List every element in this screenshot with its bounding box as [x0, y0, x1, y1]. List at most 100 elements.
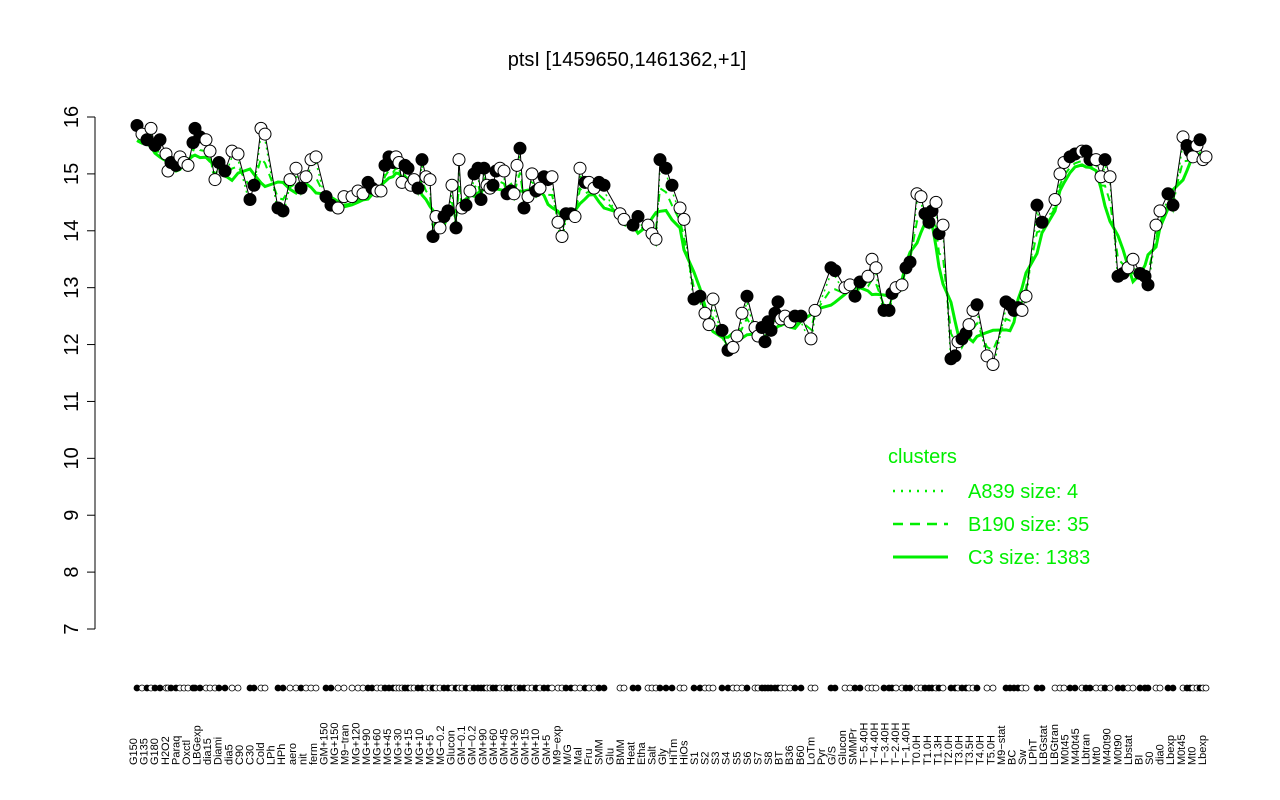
x-tick-label: Pyr [816, 748, 828, 765]
data-point [665, 178, 679, 192]
chart-title: ptsI [1459650,1461362,+1] [508, 49, 747, 71]
data-point [181, 158, 195, 172]
data-point [848, 289, 862, 303]
x-tick-label: G135 [139, 738, 151, 765]
data-point [1199, 150, 1213, 164]
x-tick-label: LBGexp [192, 725, 204, 765]
x-tick-label: BT [774, 751, 786, 765]
data-point [331, 201, 345, 215]
data-point [922, 215, 936, 229]
x-axis-marker [939, 684, 947, 692]
x-tick-label: S2 [700, 752, 712, 765]
data-point [218, 164, 232, 178]
x-tick-label: S1 [689, 752, 701, 765]
x-tick-label: GM+90 [477, 729, 489, 765]
data-point [231, 147, 245, 161]
x-tick-label: MG+60 [371, 729, 383, 765]
x-tick-label: S6 [742, 752, 754, 765]
x-axis-marker [892, 684, 900, 692]
x-axis-marker [286, 684, 294, 692]
x-tick-label: Glu [604, 748, 616, 765]
data-point [208, 173, 222, 187]
data-point [726, 340, 740, 354]
x-tick-label: S5 [731, 752, 743, 765]
data-point [568, 210, 582, 224]
data-point [764, 323, 778, 337]
x-tick-label: SMM [594, 739, 606, 765]
data-point [477, 161, 491, 175]
data-point [533, 181, 547, 195]
x-tick-label: GM−0.2 [467, 726, 479, 765]
x-tick-label: M0t90 [1112, 734, 1124, 765]
data-point [861, 269, 875, 283]
data-point [144, 121, 158, 135]
x-tick-label: Etha [636, 741, 648, 765]
x-axis-marker [1106, 684, 1114, 692]
y-tick-label: 10 [61, 447, 83, 469]
x-axis-marker [1038, 684, 1046, 692]
x-axis-marker [709, 684, 717, 692]
data-point [702, 318, 716, 332]
x-axis-marker [680, 684, 688, 692]
data-point [545, 170, 559, 184]
data-point [299, 170, 313, 184]
data-point [914, 190, 928, 204]
x-tick-label: Sw [1017, 750, 1029, 765]
x-axis-marker [1060, 684, 1068, 692]
x-tick-label: GM+60 [488, 729, 500, 765]
x-tick-label: GM+150 [319, 723, 331, 766]
x-tick-label: BI [1133, 755, 1145, 765]
data-point [525, 167, 539, 181]
legend: clusters A839 size: 4 B190 size: 35 C3 siz… [888, 446, 1090, 569]
x-axis-marker [327, 684, 335, 692]
x-tick-label: S3 [710, 752, 722, 765]
x-tick-label: HiTm [668, 739, 680, 765]
x-tick-label: M9−stat [996, 726, 1008, 765]
x-tick-label: Oxctl [181, 740, 193, 765]
x-tick-label: T4.0H [975, 735, 987, 765]
x-tick-label: T1.3H [932, 735, 944, 765]
x-tick-label: nit [297, 753, 309, 765]
y-tick-label: 11 [61, 391, 83, 412]
data-point [794, 309, 808, 323]
x-tick-label: T2.0H [943, 735, 955, 765]
x-tick-label: M9−tran [340, 724, 352, 765]
y-tick-label: 9 [61, 510, 83, 521]
y-tick-label: 12 [61, 333, 83, 355]
data-point [1141, 278, 1155, 292]
data-point [730, 329, 744, 343]
x-tick-label: Paraq [170, 736, 182, 765]
x-axis-marker [872, 684, 880, 692]
y-tick-label: 13 [61, 277, 83, 299]
x-tick-label: T1.0H [922, 735, 934, 765]
data-point [698, 306, 712, 320]
x-tick-label: M/G [562, 744, 574, 765]
x-axis-marker [312, 684, 320, 692]
data-point [677, 212, 691, 226]
y-tick-label: 7 [61, 623, 83, 634]
data-point [948, 349, 962, 363]
x-tick-label: T0.0H [911, 735, 923, 765]
x-tick-label: M40t90 [1102, 728, 1114, 765]
y-axis: 7 8 9 10 11 12 13 14 15 16 [61, 106, 96, 635]
data-point [555, 229, 569, 243]
x-tick-label: LoTm [805, 737, 817, 765]
x-tick-label: MG+45 [382, 729, 394, 765]
x-tick-label: Lbstat [1123, 735, 1135, 765]
data-point [631, 210, 645, 224]
data-point [1098, 153, 1112, 167]
data-point [445, 178, 459, 192]
x-axis-marker [340, 684, 348, 692]
x-tick-label: T3.0H [954, 735, 966, 765]
data-point [828, 264, 842, 278]
x-tick-label: LPhT [1028, 738, 1040, 765]
x-axis-marker [1022, 684, 1030, 692]
x-axis-marker [973, 684, 981, 692]
x-tick-label: H2O2 [160, 736, 172, 765]
x-tick-label: MG+150 [329, 723, 341, 766]
series-line-gene [136, 125, 1207, 366]
data-point [426, 229, 440, 243]
x-tick-label: T−3.40H [879, 722, 891, 765]
data-point [452, 153, 466, 167]
